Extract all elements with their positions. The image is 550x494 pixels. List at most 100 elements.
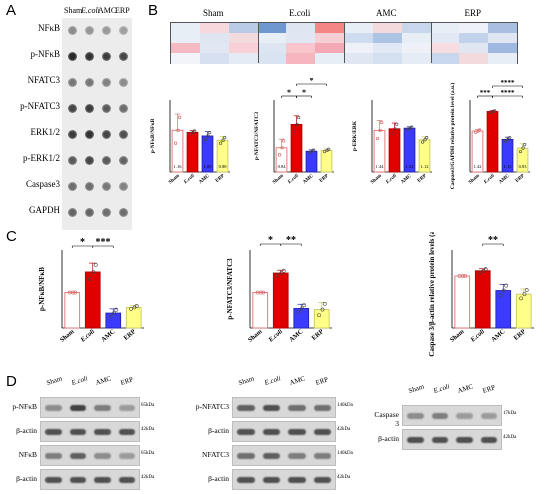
heatmap-cell (344, 33, 374, 44)
bar-erp (216, 139, 229, 173)
data-point (518, 149, 523, 154)
dot-blot-spot (119, 52, 128, 61)
data-label: 1.16 (174, 164, 183, 169)
dot-blot-spot (68, 78, 77, 87)
bar-chart: Caspase 3/β-actin relative protein level… (428, 232, 534, 357)
western-lane-label: AMC (456, 382, 475, 395)
data-point (405, 127, 410, 131)
dot-blot-spot (68, 208, 77, 217)
western-blot-right: Sham E.coli AMC ERP Caspase 3 17kDa β-actin 42k… (370, 375, 550, 450)
data-point (296, 310, 301, 314)
western-band (118, 404, 135, 411)
heatmap-cell (257, 53, 287, 64)
data-point (493, 109, 497, 113)
data-point (302, 303, 307, 307)
western-band (69, 428, 86, 435)
dot-blot-spot (68, 182, 77, 191)
bar-chart: p-NFATC3/NFATC3 0.84 Sham E.coli AMC ERP * * * (254, 78, 334, 186)
western-band-strip (402, 405, 502, 426)
dot-blot-spot (68, 52, 77, 61)
heatmap-cell (401, 33, 431, 44)
data-point (320, 307, 325, 312)
dot-blot-row-label: p-ERK1/2 (23, 153, 60, 163)
western-band (237, 452, 255, 459)
bar-ecoli (388, 128, 401, 173)
data-point (498, 293, 503, 298)
heatmap-cell (257, 23, 287, 34)
bar-amc (105, 312, 122, 329)
data-point (522, 292, 527, 297)
bar-sham (64, 292, 81, 329)
significance-stars: ** (286, 235, 296, 246)
data-point (223, 135, 227, 140)
significance-stars: ** (488, 235, 498, 246)
heatmap-cell (459, 23, 489, 34)
western-band-strip (40, 421, 140, 442)
significance-stars: **** (501, 89, 516, 97)
data-point (203, 137, 208, 142)
bar-amc (305, 150, 318, 173)
dot-blot-spot (119, 78, 128, 87)
dot-blot-column-label: E.coli (81, 6, 100, 15)
x-tick-label: ERP (515, 174, 526, 184)
data-point (504, 283, 509, 288)
data-point (88, 277, 92, 281)
dot-blot-spot (119, 104, 128, 113)
heatmap-group-label: E.coli (289, 8, 311, 18)
western-band (118, 476, 135, 483)
x-tick-label: AMC (100, 328, 117, 344)
panel-letter-a: A (6, 2, 17, 19)
data-point (502, 288, 506, 293)
data-point (93, 262, 98, 267)
x-tick-label: ERP (215, 174, 226, 184)
x-tick-label: Sham (449, 328, 466, 344)
x-tick-label: ERP (319, 174, 330, 184)
data-point (114, 307, 119, 312)
western-band (456, 412, 473, 419)
heatmap-cell (286, 33, 316, 44)
western-band (262, 404, 280, 411)
data-label: 1.44 (376, 164, 385, 169)
dot-blot-spot (85, 156, 94, 165)
data-point (508, 136, 512, 140)
y-axis-label: p-NFκB/NFκB (150, 118, 156, 153)
western-row-label: Caspase 3 (374, 410, 399, 428)
significance-stars: * (268, 235, 273, 246)
western-band (480, 412, 497, 419)
heatmap-cell (372, 33, 403, 44)
data-label: 0.83 (519, 164, 528, 169)
heatmap-cell (401, 43, 431, 54)
data-point (280, 146, 284, 150)
data-point (395, 122, 399, 126)
heatmap-cell (430, 33, 460, 44)
dot-blot-spot (85, 26, 94, 35)
bar-chart: p-NFκB/NFκB 1.16 Sham E.coli 1.00 AMC 0.88 ERP (150, 100, 230, 186)
western-band (94, 428, 111, 435)
western-band (407, 436, 424, 443)
western-band (69, 452, 86, 459)
data-point (129, 306, 133, 311)
dot-blot-spot (102, 52, 111, 61)
dot-blot-panel: Sham E.coli AMC ERP NFκB p-NFκB NFATC3 p-NFATC3… (0, 0, 140, 235)
significance-stars: *** (96, 237, 111, 248)
data-point (523, 143, 527, 147)
western-lane-label: Sham (407, 382, 426, 395)
bar-sham (252, 292, 269, 329)
western-band (288, 428, 306, 435)
western-band (456, 436, 473, 443)
western-band-strip (232, 445, 336, 466)
data-label: 1.42 (474, 164, 482, 169)
bar-ecoli (290, 124, 303, 173)
data-point (478, 128, 482, 132)
data-point (112, 311, 116, 316)
y-axis-label: Caspase3/GAPDH relative protein level (a… (449, 83, 456, 190)
heatmap-divider (430, 23, 432, 63)
western-band-strip (232, 397, 336, 418)
heatmap-group-label: Sham (202, 8, 224, 18)
data-point (375, 136, 380, 141)
western-band (45, 428, 62, 435)
data-label: 1.00 (204, 164, 213, 169)
dot-blot-spot (102, 78, 111, 87)
heatmap-divider (344, 23, 345, 63)
